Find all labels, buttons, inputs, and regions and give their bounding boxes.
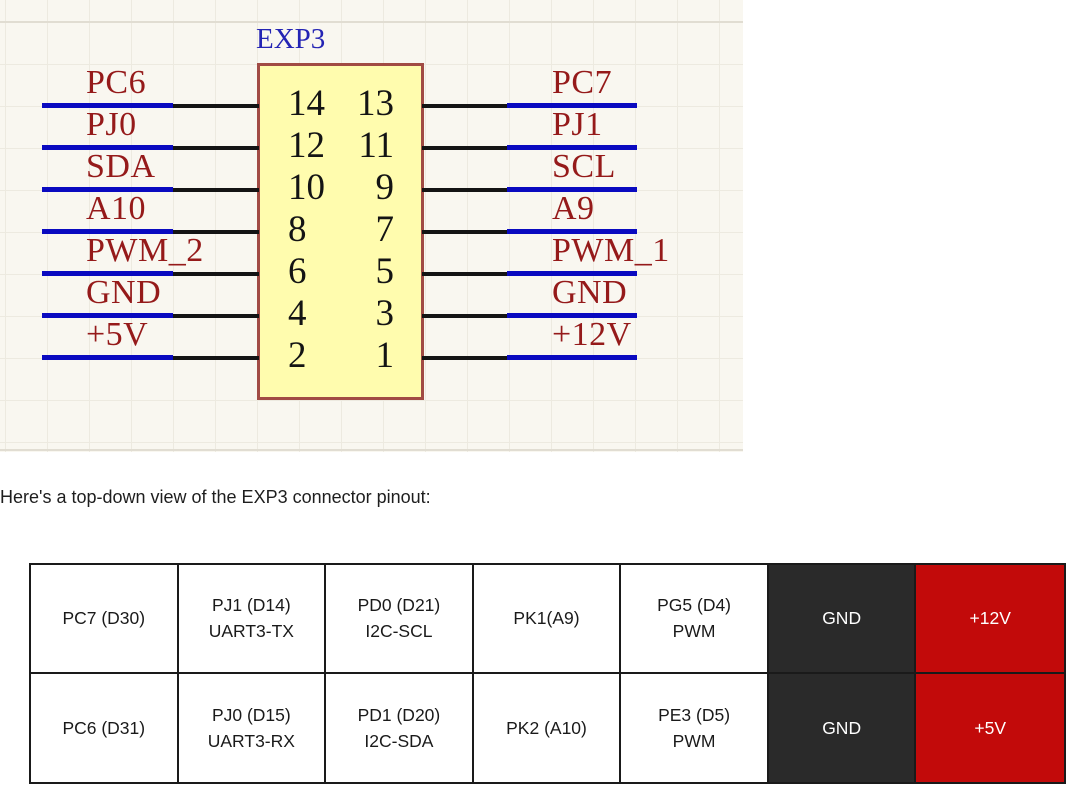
pin-number-right: 11 xyxy=(358,125,394,166)
net-label-left: A10 xyxy=(86,190,147,227)
pinout-cell-line: +12V xyxy=(969,608,1011,629)
pinout-cell-line: UART3-RX xyxy=(207,730,295,751)
pinout-cell: GND xyxy=(768,565,917,674)
pinout-cell-line: PJ1 (D14) xyxy=(211,595,291,616)
wire-left-blue xyxy=(42,355,173,360)
net-label-right: A9 xyxy=(552,190,595,227)
pin-stub-left xyxy=(173,188,259,192)
pinout-cell: PJ1 (D14) UART3-TX xyxy=(178,565,327,674)
net-label-left: +5V xyxy=(86,316,149,353)
pin-number-right: 5 xyxy=(375,251,395,292)
pinout-cell-line: PWM xyxy=(672,730,716,751)
wire-right-blue xyxy=(507,355,637,360)
pinout-cell: PC6 (D31) xyxy=(31,673,179,782)
pin-stub-right xyxy=(422,146,507,150)
net-label-left: GND xyxy=(86,274,162,311)
wire-right-blue xyxy=(507,103,637,108)
pin-stub-left xyxy=(173,272,259,276)
wire-left-blue xyxy=(42,229,173,234)
schematic-top-edge-line xyxy=(0,21,743,23)
pinout-cell: PD1 (D20) I2C-SDA xyxy=(326,673,474,782)
pin-number-left: 10 xyxy=(288,167,325,208)
net-label-left: PJ0 xyxy=(86,106,137,143)
pinout-cell-line: I2C-SCL xyxy=(365,621,433,642)
pin-number-left: 12 xyxy=(288,125,325,166)
pin-stub-right xyxy=(422,272,507,276)
pinout-cell: PJ0 (D15) UART3-RX xyxy=(178,673,327,782)
wire-right-blue xyxy=(507,313,637,318)
wire-right-blue xyxy=(507,187,637,192)
pin-stub-left xyxy=(173,146,259,150)
pinout-cell-line: PC6 (D31) xyxy=(62,717,146,738)
pin-number-right: 7 xyxy=(375,209,395,250)
pin-stub-right xyxy=(422,188,507,192)
pinout-cell-line: PK1(A9) xyxy=(513,608,580,629)
pin-number-right: 3 xyxy=(375,293,395,334)
net-label-right: PC7 xyxy=(552,64,613,101)
pin-stub-right xyxy=(422,104,507,108)
wire-left-blue xyxy=(42,187,173,192)
pinout-cell-line: PG5 (D4) xyxy=(657,595,732,616)
caption-text: Here's a top-down view of the EXP3 conne… xyxy=(0,487,431,507)
pin-stub-right xyxy=(422,314,507,318)
pin-number-right: 13 xyxy=(357,83,394,124)
pinout-cell: PC7 (D30) xyxy=(31,565,179,674)
pin-number-left: 14 xyxy=(288,83,325,124)
schematic-panel: EXP3 PC6 14 13 PC7 PJ0 12 11 PJ1 SDA 10 … xyxy=(0,0,743,452)
pinout-cell-line: PD1 (D20) xyxy=(357,704,441,725)
pin-stub-left xyxy=(173,104,259,108)
wire-left-blue xyxy=(42,103,173,108)
pin-number-left: 8 xyxy=(288,209,307,250)
pinout-cell-line: UART3-TX xyxy=(208,621,294,642)
pin-number-left: 2 xyxy=(288,335,307,376)
pinout-cell-line: GND xyxy=(822,717,862,738)
pinout-cell-line: PC7 (D30) xyxy=(62,608,146,629)
pin-stub-right xyxy=(422,356,507,360)
pinout-cell: +12V xyxy=(916,565,1064,674)
pin-number-left: 6 xyxy=(288,251,307,292)
pin-stub-left xyxy=(173,356,259,360)
pinout-cell: GND xyxy=(768,673,917,782)
wire-right-blue xyxy=(507,145,637,150)
wire-right-blue xyxy=(507,271,637,276)
pinout-cell-line: I2C-SDA xyxy=(364,730,434,751)
pinout-cell-line: PJ0 (D15) xyxy=(211,704,291,725)
wire-left-blue xyxy=(42,271,173,276)
connector-designator: EXP3 xyxy=(256,23,326,55)
net-label-right: GND xyxy=(552,274,628,311)
pinout-cell-line: GND xyxy=(822,608,862,629)
pinout-cell: PK1(A9) xyxy=(473,565,622,674)
net-label-right: PJ1 xyxy=(552,106,603,143)
pinout-cell-line: PE3 (D5) xyxy=(658,704,731,725)
pin-stub-right xyxy=(422,230,507,234)
pin-number-right: 9 xyxy=(375,167,395,208)
net-label-left: SDA xyxy=(86,148,156,185)
pinout-cell: PD0 (D21) I2C-SCL xyxy=(326,565,474,674)
pin-stub-left xyxy=(173,314,259,318)
net-label-right: PWM_1 xyxy=(552,232,670,269)
pin-stub-left xyxy=(173,230,259,234)
wire-left-blue xyxy=(42,313,173,318)
pin-number-left: 4 xyxy=(288,293,307,334)
pinout-cell: +5V xyxy=(916,673,1064,782)
pinout-cell: PK2 (A10) xyxy=(473,673,622,782)
net-label-right: SCL xyxy=(552,148,616,185)
pin-number-right: 1 xyxy=(375,335,395,376)
net-label-left: PWM_2 xyxy=(86,232,204,269)
schematic-bottom-edge-line xyxy=(0,449,743,451)
net-label-left: PC6 xyxy=(86,64,147,101)
wire-left-blue xyxy=(42,145,173,150)
wire-right-blue xyxy=(507,229,637,234)
pinout-cell-line: +5V xyxy=(974,717,1007,738)
pinout-cell: PE3 (D5) PWM xyxy=(621,673,769,782)
pinout-cell-line: PK2 (A10) xyxy=(506,717,587,738)
pinout-cell-line: PWM xyxy=(672,621,716,642)
pinout-cell-line: PD0 (D21) xyxy=(357,595,441,616)
pinout-table: PC7 (D30) PJ1 (D14) UART3-TX PD0 (D21) I2C-S… xyxy=(29,563,1066,784)
net-label-right: +12V xyxy=(552,316,632,353)
pinout-cell: PG5 (D4) PWM xyxy=(621,565,769,674)
